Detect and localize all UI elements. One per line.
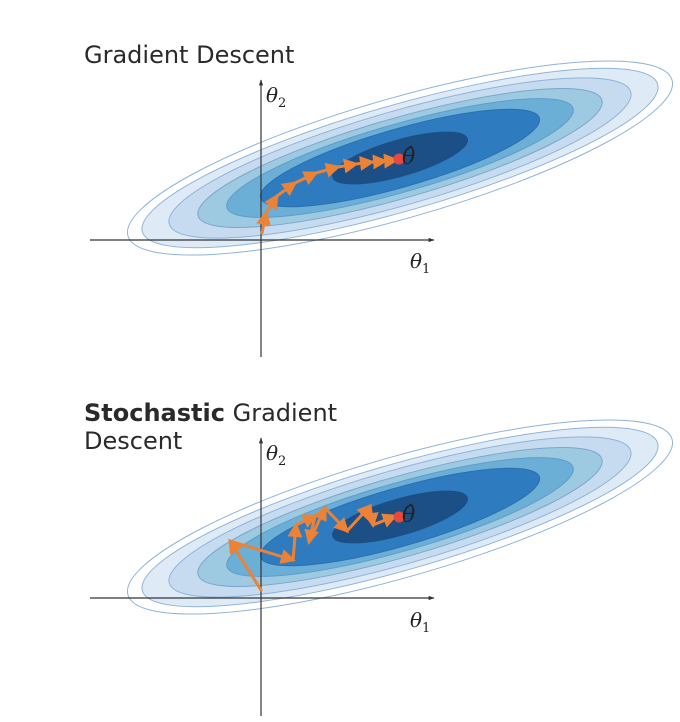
sgd-step bbox=[287, 522, 303, 562]
panel-title-gradient-descent: Gradient Descent bbox=[84, 41, 294, 69]
title-text: Gradient bbox=[224, 399, 338, 427]
optimum-point bbox=[393, 511, 405, 523]
gd-step bbox=[256, 210, 272, 235]
sgd-step bbox=[307, 505, 327, 544]
panel-stochastic-gradient-descent: θ2 θ1 θ̂ bbox=[90, 419, 674, 716]
title-bold-text: Stochastic bbox=[84, 399, 225, 427]
optimum-point bbox=[393, 153, 405, 165]
gd-step bbox=[264, 193, 279, 215]
gd-step bbox=[336, 158, 359, 174]
sgd-step bbox=[371, 513, 398, 528]
y-axis-label: θ2 bbox=[266, 83, 286, 111]
contour-ring bbox=[126, 60, 674, 256]
x-axis-label: θ1 bbox=[410, 249, 430, 277]
optimum-label: θ̂ bbox=[402, 145, 415, 170]
gd-path bbox=[256, 153, 399, 235]
gd-step bbox=[275, 181, 298, 198]
optimum-label: θ̂ bbox=[402, 503, 415, 528]
panel-gradient-descent: θ2 θ1 θ̂ bbox=[90, 60, 674, 357]
gd-step bbox=[293, 171, 319, 185]
sgd-step bbox=[323, 506, 350, 534]
y-axis-label: θ2 bbox=[266, 441, 286, 469]
sgd-step bbox=[294, 514, 318, 528]
title-text: Gradient Descent bbox=[84, 41, 295, 69]
x-axis-label: θ1 bbox=[410, 608, 430, 636]
sgd-step bbox=[345, 503, 373, 533]
title-text-line2: Descent bbox=[84, 427, 183, 455]
sgd-step bbox=[228, 538, 263, 592]
gd-step bbox=[354, 156, 375, 171]
gd-step bbox=[370, 154, 388, 170]
sgd-path bbox=[228, 503, 398, 592]
sgd-step bbox=[228, 539, 296, 564]
gd-step bbox=[314, 162, 341, 178]
sgd-step bbox=[363, 504, 379, 528]
contour-ring bbox=[126, 419, 674, 615]
panel-title-stochastic-gradient-descent: Stochastic Gradient Descent bbox=[84, 399, 337, 455]
